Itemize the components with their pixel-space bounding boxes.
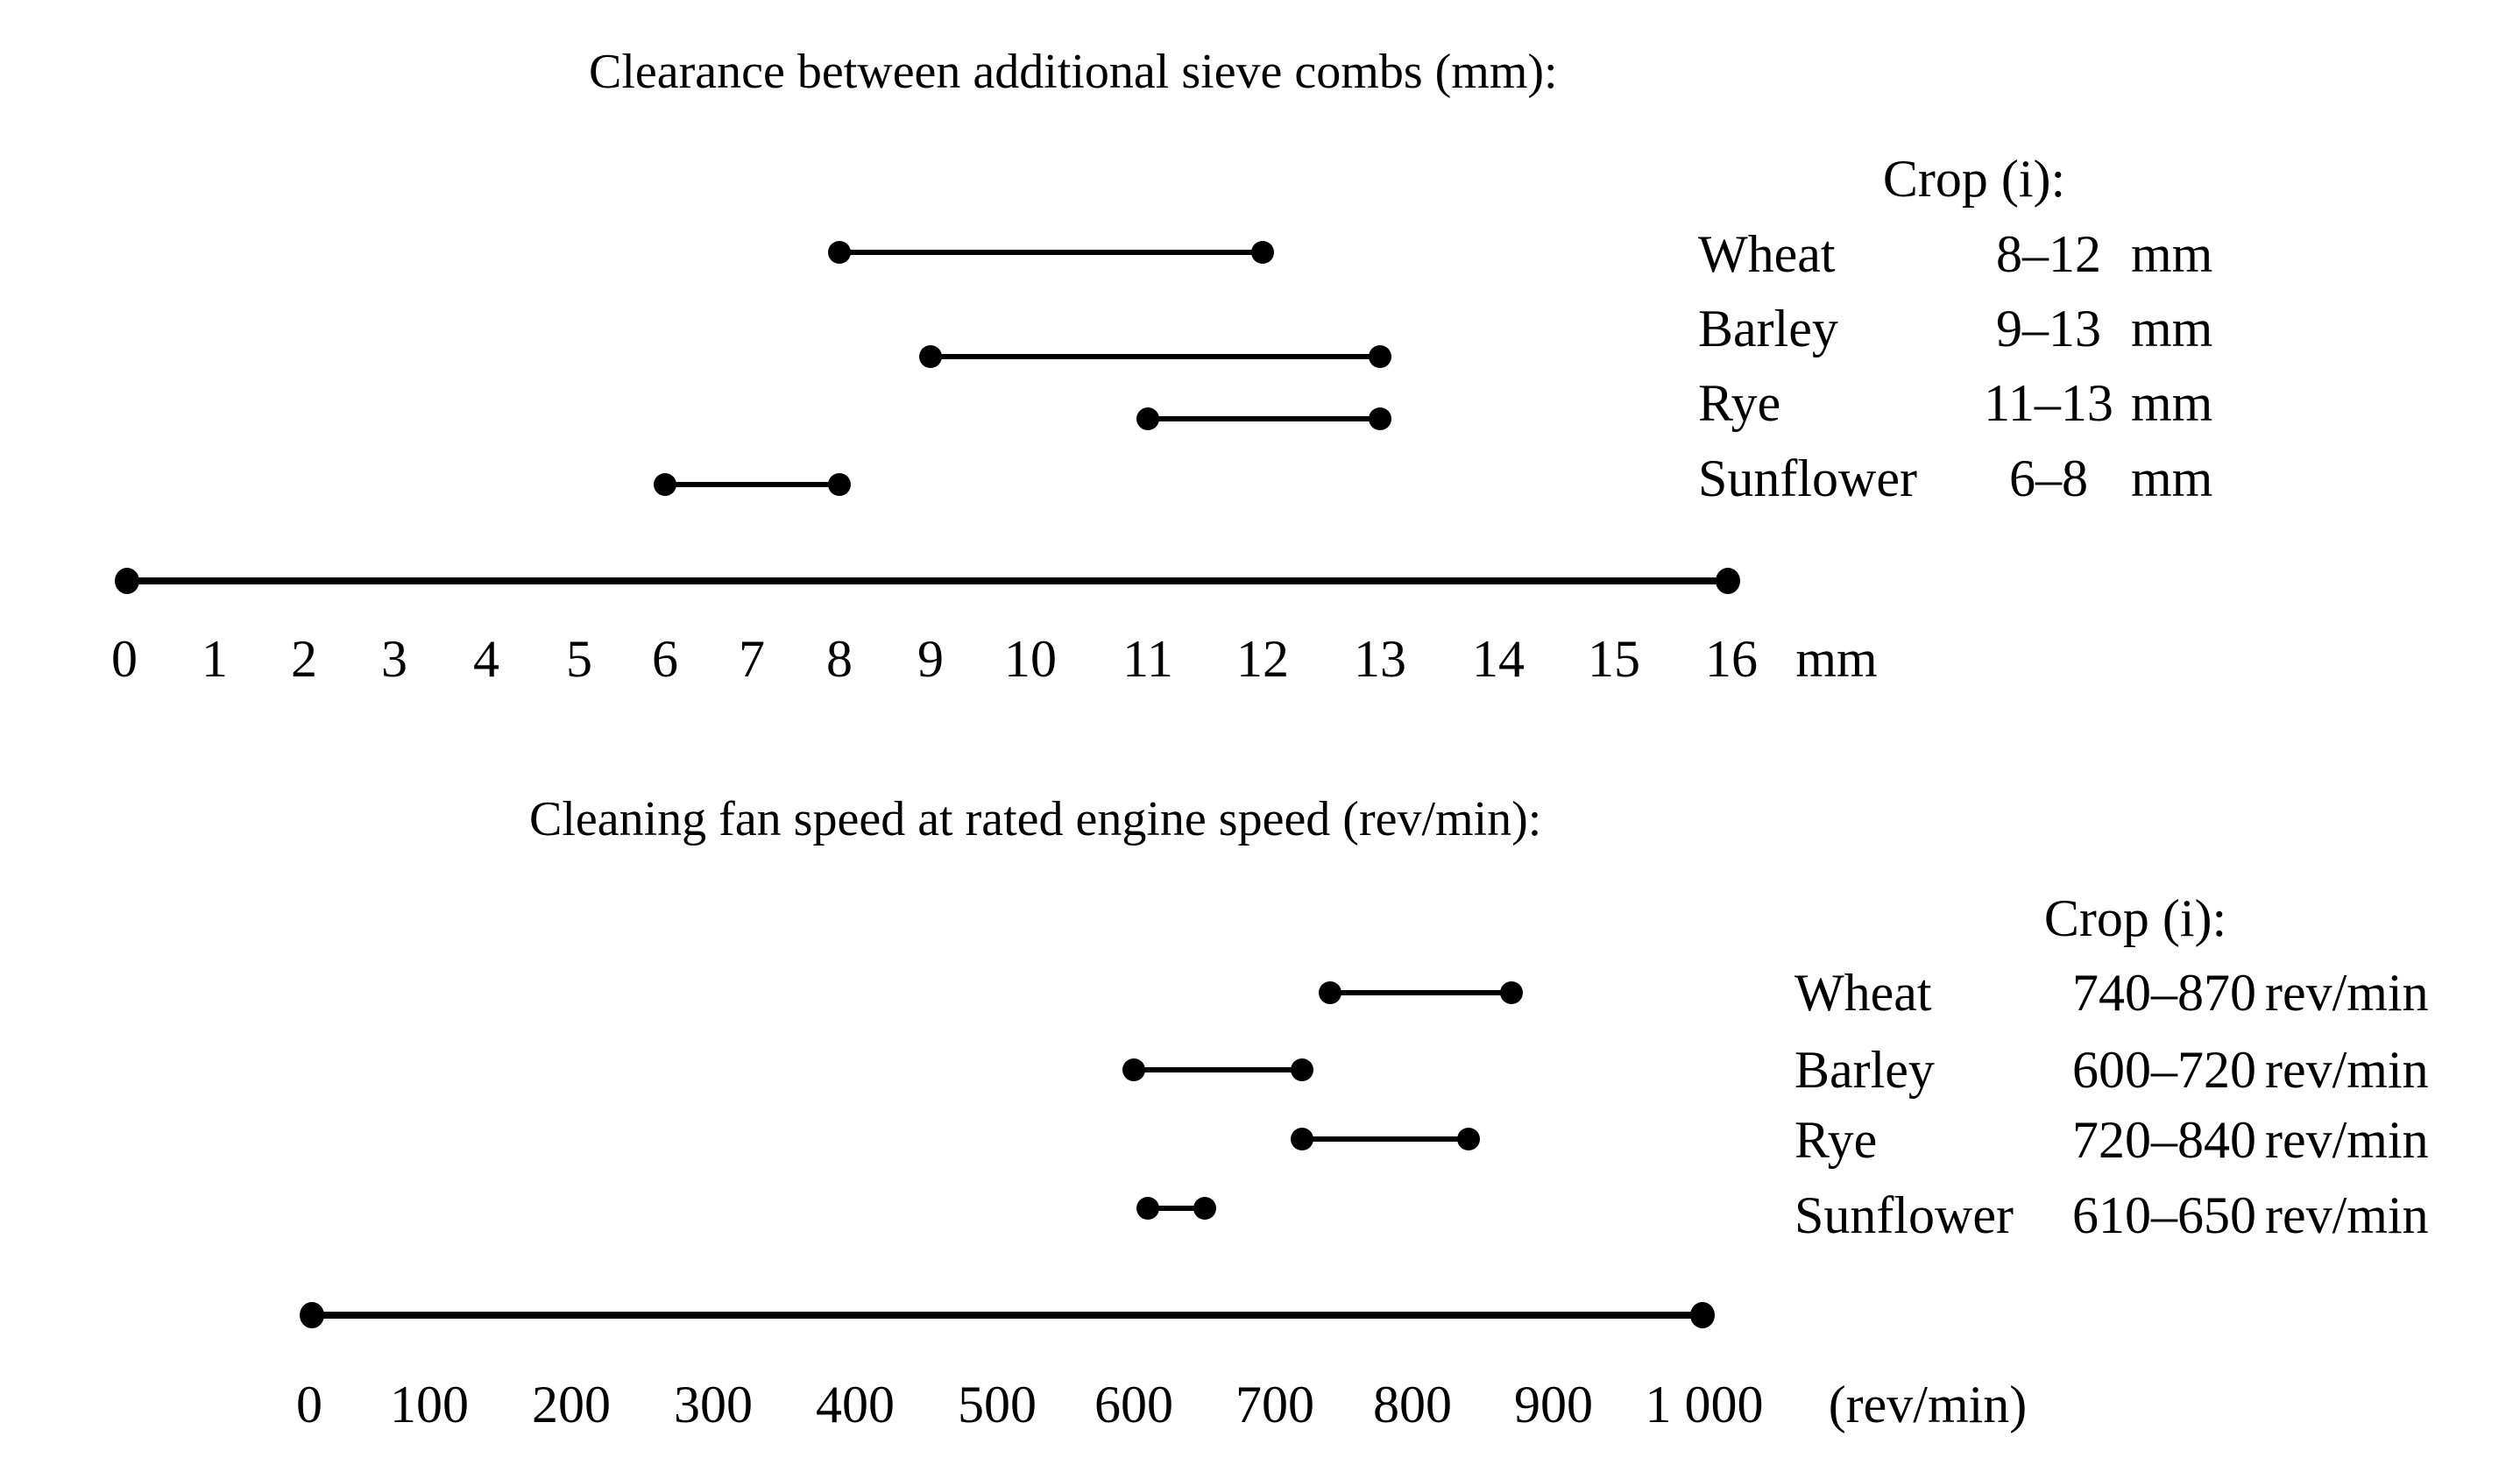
legend-unit: rev/min (2265, 1041, 2429, 1099)
legend-range-value: 720–840 (2072, 1111, 2256, 1169)
legend-unit: mm (2131, 449, 2213, 507)
range-endpoint-dot (1136, 407, 1159, 430)
legend-range-value: 610–650 (2072, 1186, 2256, 1244)
range-segment-line (1148, 416, 1380, 421)
legend-crop-name: Wheat (1698, 225, 1836, 283)
axis-tick-label: 0 (111, 630, 138, 688)
axis-tick-label: 15 (1588, 630, 1640, 688)
axis-tick-label: 11 (1122, 630, 1173, 688)
range-segment-line (1329, 990, 1511, 995)
legend-crop-name: Barley (1698, 300, 1838, 357)
range-endpoint-dot (1369, 345, 1391, 368)
axis-unit-label: mm (1795, 630, 1878, 688)
axis-tick-label: 400 (816, 1376, 895, 1433)
range-endpoint-dot (1122, 1058, 1145, 1081)
legend-crop-name: Wheat (1794, 964, 1932, 1022)
range-endpoint-dot (1369, 407, 1391, 430)
range-segment-line (1134, 1067, 1303, 1072)
legend-range-value: 740–870 (2072, 964, 2256, 1022)
chart-title: Cleaning fan speed at rated engine speed… (529, 792, 1542, 846)
axis-tick-label: 1 (202, 630, 228, 688)
axis-tick-label: 0 (296, 1376, 322, 1433)
legend-crop-name: Sunflower (1698, 449, 1917, 507)
axis-tick-label: 9 (917, 630, 944, 688)
legend-range-value: 11–13 (1984, 374, 2113, 432)
range-segment-line (1148, 1206, 1205, 1211)
range-endpoint-dot (1251, 241, 1274, 264)
range-segment-line (665, 482, 839, 487)
axis-line (127, 577, 1728, 584)
legend-unit: mm (2131, 225, 2213, 283)
legend-unit: mm (2131, 300, 2213, 357)
range-endpoint-dot (654, 473, 676, 496)
axis-tick-label: 900 (1514, 1376, 1593, 1433)
legend-unit: rev/min (2265, 1186, 2429, 1244)
range-endpoint-dot (1457, 1128, 1481, 1150)
axis-tick-label: 14 (1472, 630, 1525, 688)
range-endpoint-dot (1291, 1128, 1314, 1150)
range-segment-line (931, 354, 1380, 359)
legend-unit: rev/min (2265, 1111, 2429, 1169)
axis-tick-label: 7 (739, 630, 765, 688)
axis-tick-label: 4 (473, 630, 499, 688)
legend-crop-name: Barley (1794, 1041, 1935, 1099)
axis-tick-label: 200 (532, 1376, 611, 1433)
axis-tick-label: 3 (381, 630, 407, 688)
axis-tick-label: 6 (652, 630, 678, 688)
legend-range-value: 600–720 (2072, 1041, 2256, 1099)
axis-tick-label: 10 (1004, 630, 1057, 688)
legend-range-value: 6–8 (2009, 449, 2088, 507)
axis-tick-label: 800 (1373, 1376, 1452, 1433)
range-endpoint-dot (919, 345, 942, 368)
axis-end-dot (1716, 568, 1740, 594)
axis-tick-label: 600 (1094, 1376, 1173, 1433)
legend-unit: mm (2131, 374, 2213, 432)
axis-unit-label: (rev/min) (1828, 1376, 2028, 1433)
axis-tick-label: 2 (291, 630, 317, 688)
axis-tick-label: 700 (1235, 1376, 1314, 1433)
range-segment-line (839, 250, 1263, 255)
axis-tick-label: 8 (826, 630, 853, 688)
legend-crop-name: Rye (1794, 1111, 1878, 1169)
axis-end-dot (300, 1302, 324, 1328)
legend-title: Crop (i): (2043, 889, 2227, 947)
legend-unit: rev/min (2265, 964, 2429, 1022)
axis-tick-label: 13 (1354, 630, 1406, 688)
legend-range-value: 9–13 (1996, 300, 2101, 357)
chart-title: Clearance between additional sieve combs… (589, 45, 1558, 99)
range-endpoint-dot (1291, 1058, 1314, 1081)
axis-tick-label: 300 (674, 1376, 753, 1433)
legend-crop-name: Rye (1698, 374, 1781, 432)
axis-end-dot (1690, 1302, 1715, 1328)
axis-tick-label: 5 (566, 630, 592, 688)
axis-tick-label: 1 000 (1645, 1376, 1764, 1433)
range-endpoint-dot (828, 241, 851, 264)
axis-line (312, 1312, 1702, 1319)
axis-tick-label: 12 (1236, 630, 1289, 688)
range-endpoint-dot (828, 473, 851, 496)
legend-range-value: 8–12 (1996, 225, 2101, 283)
axis-tick-label: 500 (958, 1376, 1037, 1433)
range-endpoint-dot (1318, 981, 1341, 1004)
axis-tick-label: 16 (1705, 630, 1758, 688)
range-endpoint-dot (1193, 1197, 1216, 1220)
axis-end-dot (115, 568, 139, 594)
axis-tick-label: 100 (390, 1376, 469, 1433)
range-endpoint-dot (1136, 1197, 1160, 1220)
range-segment-line (1302, 1136, 1469, 1142)
legend-crop-name: Sunflower (1794, 1186, 2014, 1244)
legend-title: Crop (i): (1882, 150, 2066, 208)
range-endpoint-dot (1499, 981, 1523, 1004)
